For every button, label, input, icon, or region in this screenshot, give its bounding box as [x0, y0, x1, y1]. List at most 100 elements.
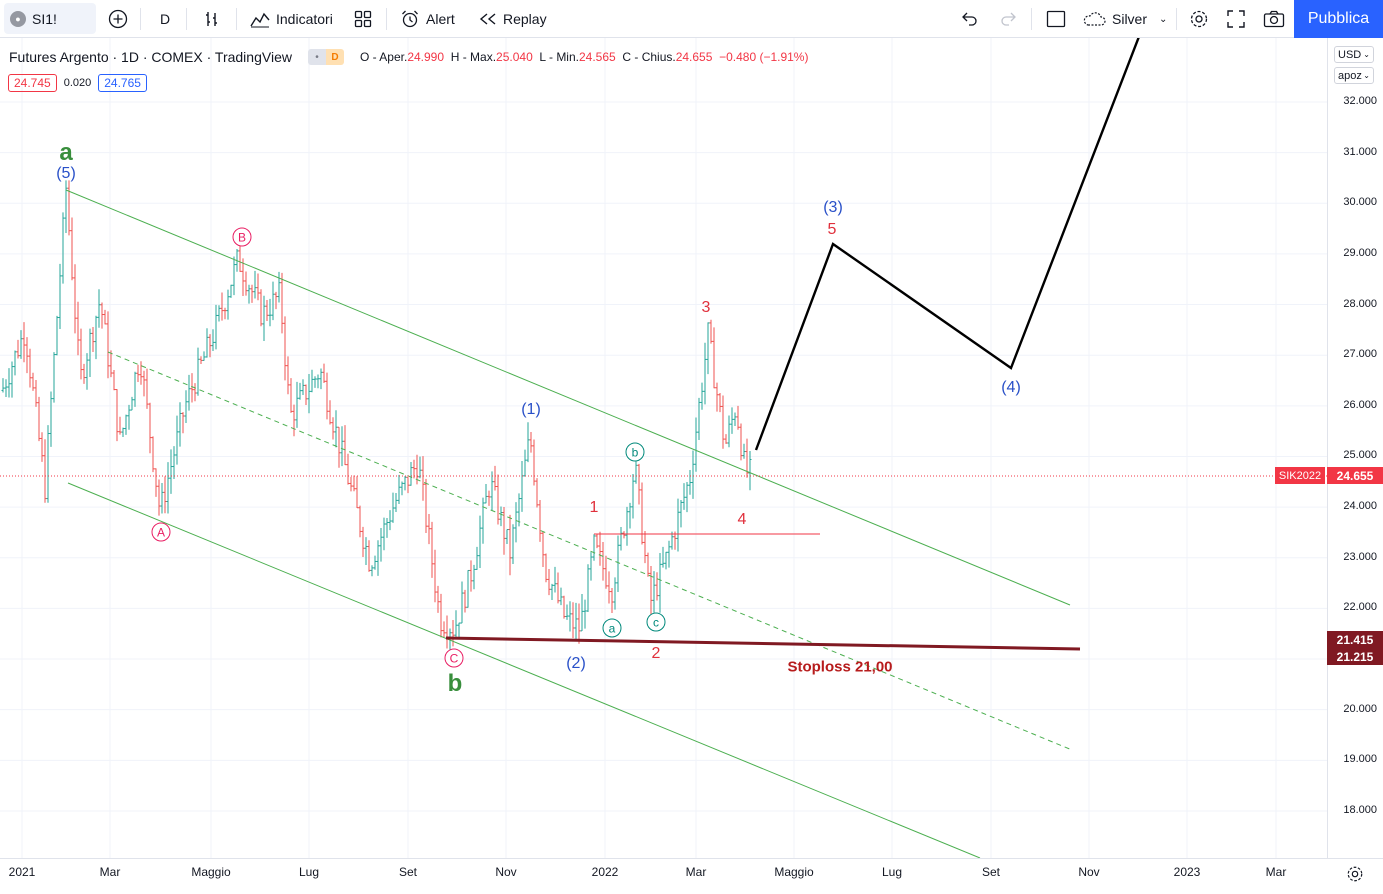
symbol-label: SI1! — [32, 10, 57, 27]
wave-label-red-3[interactable]: 3 — [701, 299, 711, 316]
trade-panel: 24.745 0.020 24.765 — [8, 72, 147, 93]
last-price-label: 24.655 — [1327, 467, 1383, 484]
symbol-logo-icon: ● — [10, 10, 26, 27]
compare-symbol-button[interactable] — [108, 0, 128, 38]
chart-style-button[interactable] — [203, 0, 221, 38]
price-tick-label: 24.000 — [1343, 500, 1377, 513]
wave-label-4-primary[interactable]: (4) — [1001, 379, 1021, 396]
stoploss-label[interactable]: Stoploss 21,00 — [787, 658, 893, 676]
wave-label-red-2[interactable]: 2 — [651, 645, 661, 662]
price-tick-label: 25.000 — [1343, 449, 1377, 462]
price-tick-label: 20.000 — [1343, 702, 1377, 715]
chart-legend: Futures Argento · 1D · COMEX · TradingVi… — [9, 47, 808, 67]
time-tick-label: Mar — [1265, 865, 1287, 879]
layout-name-label: Silver — [1112, 11, 1148, 27]
alarm-clock-icon — [402, 10, 418, 28]
redo-icon — [1001, 12, 1016, 26]
camera-icon — [1263, 10, 1285, 28]
stoploss-line — [445, 636, 1081, 651]
indicators-button[interactable]: Indicatori — [250, 0, 333, 38]
symbol-price-tag: SIK2022 — [1275, 467, 1325, 484]
settings-button[interactable] — [1189, 0, 1209, 38]
time-tick-label: Lug — [881, 865, 903, 879]
time-tick-label: Set — [981, 865, 1001, 879]
horizontal-line-price-2: 21.215 — [1327, 648, 1383, 665]
wave-label-red-1[interactable]: 1 — [589, 499, 599, 516]
price-tick-label: 28.000 — [1343, 297, 1377, 310]
price-tick-label: 18.000 — [1343, 803, 1377, 816]
interval-button[interactable]: D — [160, 0, 170, 38]
currency-dropdown[interactable]: USD ⌄ — [1334, 46, 1374, 63]
fullscreen-button[interactable] — [1227, 0, 1245, 38]
price-tick-label: 27.000 — [1343, 348, 1377, 361]
replay-button[interactable]: Replay — [479, 0, 547, 38]
channel-mid-line — [107, 351, 1073, 751]
unit-dropdown[interactable]: apoz ⌄ — [1334, 67, 1374, 84]
alert-button[interactable]: Alert — [400, 0, 455, 38]
price-tick-label: 22.000 — [1343, 601, 1377, 614]
redo-button[interactable] — [999, 0, 1017, 38]
wave-label-1-primary[interactable]: (1) — [521, 401, 541, 418]
fullscreen-chart-button[interactable] — [1046, 0, 1066, 38]
chevron-down-icon: ⌄ — [1159, 13, 1168, 25]
rewind-icon — [479, 13, 496, 25]
wave-label-b[interactable]: b — [447, 670, 463, 697]
legend-badge: • D — [307, 49, 344, 65]
price-tick-label: 23.000 — [1343, 550, 1377, 563]
indicators-label: Indicatori — [276, 11, 333, 27]
replay-label: Replay — [503, 11, 547, 27]
alert-label: Alert — [426, 11, 455, 27]
layouts-button[interactable] — [354, 0, 372, 38]
channel-upper-line — [65, 189, 1071, 606]
wave-label-red-5[interactable]: 5 — [827, 221, 837, 238]
buy-price-button[interactable]: 24.765 — [98, 73, 147, 92]
wave-label-5-primary[interactable]: (5) — [56, 165, 76, 182]
wave-label-C[interactable]: C — [444, 648, 464, 668]
publish-label: Pubblica — [1307, 10, 1370, 27]
wave-label-2-primary[interactable]: (2) — [566, 655, 586, 672]
ohlc-values: O - Aper.24.990 H - Max.25.040 L - Min.2… — [359, 50, 809, 64]
wave-label-B[interactable]: B — [232, 227, 252, 247]
wave-label-minor-c[interactable]: c — [646, 612, 666, 632]
time-tick-label: 2021 — [8, 865, 36, 879]
wave-label-red-4[interactable]: 4 — [737, 511, 747, 528]
time-tick-label: 2023 — [1173, 865, 1201, 879]
price-tick-label: 32.000 — [1343, 95, 1377, 107]
undo-button[interactable] — [961, 0, 979, 38]
time-tick-label: Maggio — [191, 865, 231, 879]
market-status-icon: • — [307, 49, 326, 65]
delay-badge: D — [325, 49, 344, 65]
time-axis[interactable]: 2021 Mar Maggio Lug Set Nov 2022 Mar Maggio Lug Se… — [0, 858, 1383, 894]
snapshot-button[interactable] — [1263, 0, 1285, 38]
interval-label: D — [160, 11, 171, 27]
publish-button[interactable]: Pubblica — [1294, 0, 1383, 38]
legend-title[interactable]: Futures Argento · 1D · COMEX · TradingVi… — [9, 49, 292, 65]
price-tick-label: 19.000 — [1343, 753, 1377, 766]
square-icon — [1046, 10, 1066, 28]
grid-layout-icon — [354, 10, 372, 28]
channel-lower-line — [67, 482, 981, 858]
undo-icon — [962, 12, 977, 26]
time-tick-label: Lug — [298, 865, 320, 879]
wave-label-3-primary[interactable]: (3) — [823, 199, 843, 216]
price-axis[interactable]: USD ⌄ apoz ⌄ 32.000 31.000 30.000 29.000 28.00… — [1327, 38, 1383, 858]
gear-icon — [1347, 866, 1363, 882]
expand-icon — [1227, 10, 1245, 28]
wave-label-a[interactable]: a — [59, 139, 73, 166]
layout-name-dropdown[interactable]: Silver ⌄ — [1082, 0, 1167, 38]
wave-label-minor-b[interactable]: b — [625, 442, 645, 462]
price-tick-label: 29.000 — [1343, 246, 1377, 259]
wave-label-minor-a[interactable]: a — [602, 618, 622, 638]
chart-settings-button[interactable] — [1346, 865, 1364, 888]
symbol-search-button[interactable]: ● SI1! — [4, 3, 96, 34]
forecast-path — [754, 38, 1140, 451]
price-chart[interactable] — [0, 38, 1327, 858]
gear-icon — [1190, 10, 1208, 28]
indicators-icon — [250, 12, 270, 28]
plus-circle-icon — [108, 9, 128, 29]
sell-price-button[interactable]: 24.745 — [8, 73, 57, 92]
time-tick-label: Set — [398, 865, 418, 879]
price-tick-label: 26.000 — [1343, 398, 1377, 411]
wave-label-A[interactable]: A — [151, 522, 171, 542]
time-tick-label: Nov — [495, 865, 517, 879]
